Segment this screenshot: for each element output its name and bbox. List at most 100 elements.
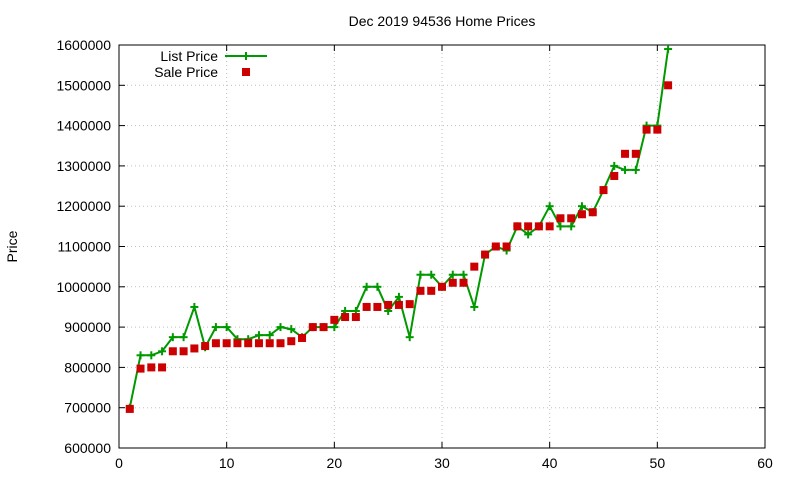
sale-price-point	[362, 302, 371, 311]
list-price-marker	[664, 45, 673, 54]
sale-price-point	[642, 125, 651, 134]
y-tick-label: 900000	[64, 319, 111, 335]
sale-price-point	[394, 300, 403, 309]
sale-price-point	[190, 344, 199, 353]
sale-price-point	[276, 339, 285, 348]
list-price-marker	[470, 302, 479, 311]
x-tick-label: 10	[219, 455, 235, 471]
sale-price-point	[244, 339, 253, 348]
sale-price-point	[481, 250, 490, 259]
sale-price-point	[438, 282, 446, 291]
x-tick-label: 20	[327, 455, 343, 471]
y-tick-label: 1200000	[56, 198, 111, 214]
sale-price-point	[459, 278, 468, 287]
sale-price-point	[621, 149, 630, 158]
y-axis-title: Price	[4, 230, 20, 262]
list-price-marker	[158, 347, 167, 356]
sale-price-point	[201, 342, 210, 351]
y-tick-label: 700000	[64, 400, 111, 416]
sale-price-point	[125, 404, 134, 413]
y-tick-label: 1000000	[56, 279, 111, 295]
list-price-marker	[136, 351, 145, 360]
list-price-marker	[524, 230, 533, 239]
sale-price-point	[556, 214, 565, 223]
sale-price-point	[567, 214, 576, 223]
sale-price-point	[351, 313, 360, 322]
ticks-layer: 0 10 20 30 40 50 60 600000 700000 800000 900000 100…	[56, 37, 773, 471]
list-price-marker	[147, 351, 156, 360]
sale-price-point	[664, 81, 673, 90]
sale-price-point	[233, 339, 242, 348]
y-tick-label: 800000	[64, 359, 111, 375]
list-price-marker	[448, 270, 457, 279]
sale-price-point	[158, 363, 167, 372]
sale-price-point	[136, 364, 145, 373]
sale-price-point	[265, 339, 274, 348]
sale-price-point	[534, 222, 543, 231]
list-price-marker	[222, 323, 231, 332]
list-price-marker	[577, 202, 586, 211]
list-price-marker	[179, 333, 188, 342]
sale-price-point	[287, 337, 296, 346]
sale-price-point	[610, 171, 619, 180]
sale-price-point	[588, 208, 597, 217]
sale-price-point	[653, 125, 662, 134]
x-tick-label: 0	[115, 455, 123, 471]
sale-price-point	[384, 300, 393, 309]
y-tick-label: 1600000	[56, 37, 111, 53]
series-layer	[125, 45, 673, 413]
sale-price-point	[545, 222, 554, 231]
list-price-marker	[631, 165, 640, 174]
list-price-marker	[254, 331, 263, 340]
list-price-marker	[330, 323, 339, 332]
sale-price-point	[168, 347, 177, 356]
list-price-marker	[211, 323, 220, 332]
chart-title: Dec 2019 94536 Home Prices	[349, 13, 536, 29]
x-tick-label: 40	[542, 455, 558, 471]
sale-price-point	[491, 242, 500, 251]
sale-price-point	[448, 278, 457, 287]
sale-price-point	[631, 149, 640, 158]
sale-price-point	[147, 363, 156, 372]
list-price-marker	[459, 270, 468, 279]
list-price-marker	[276, 323, 285, 332]
sale-price-point	[211, 339, 220, 348]
y-tick-label: 1300000	[56, 158, 111, 174]
legend-label-sale-price: Sale Price	[154, 64, 218, 80]
list-price-marker	[567, 222, 576, 231]
list-price-marker	[405, 333, 414, 342]
list-price-marker	[168, 333, 177, 342]
sale-price-point	[599, 186, 608, 195]
list-price-marker	[265, 331, 274, 340]
list-price-marker	[190, 302, 199, 311]
sale-price-point	[254, 339, 263, 348]
y-tick-label: 1500000	[56, 77, 111, 93]
y-tick-label: 600000	[64, 440, 111, 456]
sale-price-point	[298, 333, 307, 342]
list-price-marker	[362, 282, 371, 291]
list-price-marker	[394, 292, 403, 301]
list-price-marker	[427, 270, 436, 279]
list-price-marker	[416, 270, 425, 279]
sale-price-point	[179, 347, 188, 356]
x-tick-label: 60	[757, 455, 773, 471]
y-tick-label: 1400000	[56, 118, 111, 134]
list-price-marker	[610, 161, 619, 170]
sale-price-point	[513, 222, 522, 231]
list-price-marker	[373, 282, 382, 291]
sale-price-point	[373, 302, 382, 311]
x-tick-label: 30	[434, 455, 450, 471]
legend-label-list-price: List Price	[160, 48, 218, 64]
sale-price-point	[405, 300, 414, 309]
sale-price-point	[502, 242, 511, 251]
sale-price-point	[308, 323, 317, 332]
sale-price-point	[341, 313, 350, 322]
legend-sale-price-marker	[242, 68, 250, 76]
sale-price-point	[577, 210, 586, 219]
list-price-marker	[287, 325, 296, 334]
sale-price-point	[470, 262, 479, 271]
